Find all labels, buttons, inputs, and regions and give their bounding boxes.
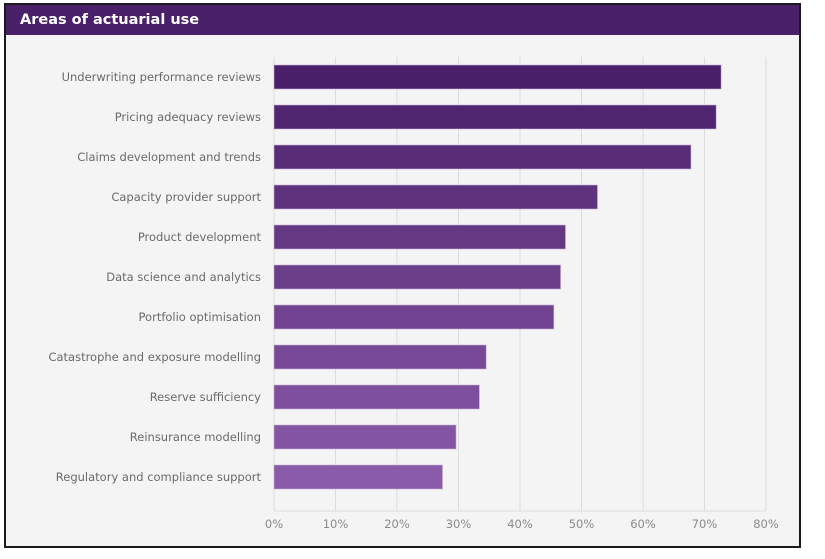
category-label: Underwriting performance reviews <box>62 70 261 84</box>
category-label: Product development <box>138 230 262 244</box>
bar <box>273 424 457 450</box>
panel-title: Areas of actuarial use <box>6 5 799 35</box>
category-label: Claims development and trends <box>77 150 261 164</box>
bar <box>273 104 717 130</box>
bar-chart: Underwriting performance reviews Pricing … <box>48 57 779 531</box>
category-label: Reserve sufficiency <box>150 390 261 404</box>
x-tick-label: 30% <box>446 517 472 531</box>
chart-panel: Areas of actuarial use Underwriting perf… <box>4 3 801 548</box>
bar <box>273 184 598 210</box>
bar <box>273 144 692 170</box>
category-labels: Underwriting performance reviews Pricing … <box>48 70 261 484</box>
x-tick-label: 40% <box>507 517 533 531</box>
bar <box>273 64 722 90</box>
category-label: Catastrophe and exposure modelling <box>48 350 261 364</box>
x-tick-label: 50% <box>569 517 595 531</box>
category-label: Reinsurance modelling <box>130 430 261 444</box>
bar <box>273 464 443 490</box>
bar <box>273 384 480 410</box>
category-label: Pricing adequacy reviews <box>115 110 261 124</box>
category-label: Capacity provider support <box>111 190 261 204</box>
x-tick-label: 70% <box>692 517 718 531</box>
bar <box>273 344 487 370</box>
x-tick-label: 0% <box>265 517 283 531</box>
category-label: Regulatory and compliance support <box>56 470 262 484</box>
bar <box>273 304 555 330</box>
x-tick-label: 80% <box>753 517 779 531</box>
bar <box>273 224 566 250</box>
x-tick-label: 20% <box>384 517 410 531</box>
category-label: Data science and analytics <box>106 270 261 284</box>
x-tick-label: 10% <box>323 517 349 531</box>
bar <box>273 264 561 290</box>
category-label: Portfolio optimisation <box>139 310 261 324</box>
x-tick-label: 60% <box>630 517 656 531</box>
x-axis-tick-labels: 0% 10% 20% 30% 40% 50% 60% 70% 80% <box>265 517 779 531</box>
bars <box>273 64 722 490</box>
